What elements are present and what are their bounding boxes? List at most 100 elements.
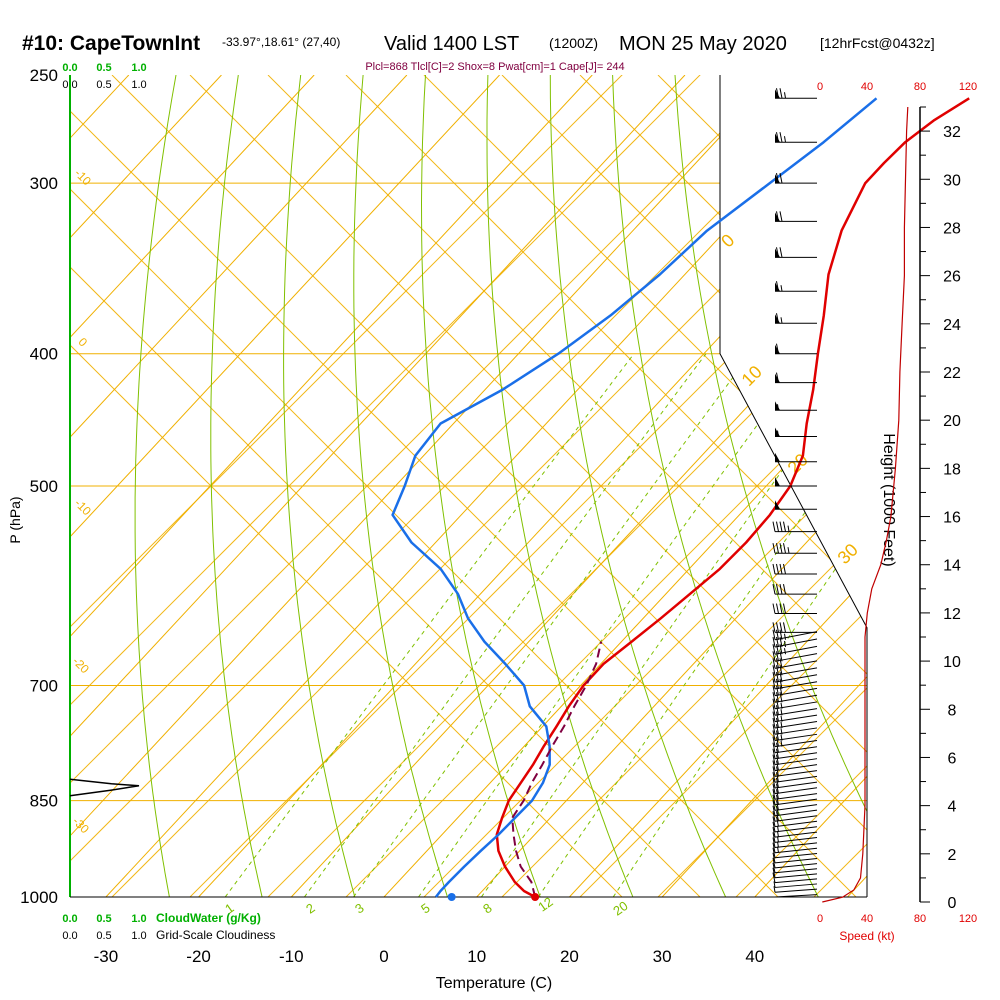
wind-barb-staff bbox=[774, 746, 818, 754]
wind-barb-staff bbox=[774, 815, 818, 822]
wind-barb-half-flag bbox=[780, 709, 783, 716]
isotherm-line bbox=[970, 75, 1000, 925]
wind-barb-flag bbox=[772, 736, 776, 747]
wind-barb-staff bbox=[774, 868, 818, 874]
isotherm-line bbox=[70, 75, 222, 897]
wind-barb-flag bbox=[776, 629, 779, 640]
wind-barb-flag bbox=[776, 584, 779, 595]
mixing-ratio-label: 20 bbox=[610, 898, 630, 919]
wind-barb-flag bbox=[779, 692, 783, 703]
isotherm-line bbox=[661, 75, 867, 897]
temperature-tick-label: 40 bbox=[745, 947, 764, 966]
wind-barb-half-flag bbox=[780, 740, 783, 747]
height-tick-label: 14 bbox=[943, 558, 961, 575]
dry-adiabat bbox=[486, 75, 634, 897]
wind-barb bbox=[775, 427, 817, 438]
wind-barb bbox=[772, 772, 818, 783]
wind-barb-flag bbox=[776, 644, 779, 655]
wind-barb-flag bbox=[776, 794, 779, 805]
wind-barb-flag bbox=[772, 760, 776, 771]
height-tick-label: 30 bbox=[943, 172, 961, 189]
wind-barb-pennant bbox=[775, 500, 780, 510]
wind-barb-flag bbox=[776, 247, 779, 258]
wind-barb-flag bbox=[776, 685, 779, 696]
wind-barb bbox=[775, 343, 817, 355]
wind-barb bbox=[775, 500, 817, 510]
wind-barb bbox=[772, 760, 818, 772]
wind-barb-flag bbox=[776, 805, 779, 816]
wind-barb-flag bbox=[776, 730, 779, 741]
wind-barb-staff bbox=[774, 873, 818, 879]
wind-barb-flag bbox=[776, 343, 779, 354]
wind-barb bbox=[772, 794, 818, 806]
cloudiness-line bbox=[69, 778, 140, 797]
wind-barb-flag bbox=[776, 88, 779, 99]
wind-barb-flag bbox=[776, 811, 779, 822]
wind-barb-flag bbox=[779, 521, 783, 532]
wind-barb-flag bbox=[772, 692, 776, 703]
cloudiness-bottom-scale: 0.0 0.5 1.0 Grid-Scale Cloudiness bbox=[62, 928, 275, 942]
isotherm-line bbox=[501, 75, 867, 897]
wind-barb-staff bbox=[774, 857, 818, 864]
wind-barb-flag bbox=[779, 247, 783, 258]
wind-barb bbox=[772, 783, 818, 795]
wind-barb-staff bbox=[774, 820, 818, 828]
cloudiness-top-scale: 0.0 0.5 1.0 bbox=[62, 79, 146, 91]
wind-barb-flag bbox=[772, 847, 776, 858]
wind-barb-half-flag bbox=[784, 92, 786, 99]
wind-barb bbox=[772, 800, 818, 811]
wind-barb-flag bbox=[776, 742, 779, 753]
wind-barb-flag bbox=[772, 867, 776, 878]
wind-barb bbox=[772, 685, 818, 697]
wind-barb-half-flag bbox=[784, 633, 786, 640]
isotherm-label: -10 bbox=[72, 166, 94, 188]
wind-barb-flag bbox=[772, 543, 776, 554]
wind-barb-half-flag bbox=[777, 430, 779, 437]
cloudiness-bottom-tick: 0.5 bbox=[96, 930, 111, 942]
speed-tick-label-bottom: 0 bbox=[817, 913, 823, 925]
wind-barb bbox=[772, 754, 818, 766]
isotherm-line bbox=[70, 75, 807, 897]
wind-barb-flag bbox=[776, 372, 779, 383]
wind-barb bbox=[772, 821, 818, 833]
wind-barb bbox=[775, 281, 817, 292]
wind-barb-flag bbox=[772, 811, 776, 822]
wind-barb-flag bbox=[772, 629, 776, 640]
wind-barb-staff bbox=[774, 863, 818, 869]
height-tick-label: 24 bbox=[943, 317, 961, 334]
mixing-ratio-label: 12 bbox=[535, 894, 555, 915]
wind-barb-flag bbox=[776, 800, 779, 811]
wind-speed-line bbox=[822, 106, 909, 903]
wind-barb-flag bbox=[776, 736, 779, 747]
isotherm-label: 0 bbox=[76, 335, 91, 350]
wind-barb-half-flag bbox=[780, 317, 783, 324]
wind-barb-flag bbox=[776, 543, 779, 554]
wind-barb-flag bbox=[776, 281, 779, 292]
isotherm-line bbox=[70, 75, 651, 897]
wind-barb-staff bbox=[774, 888, 818, 893]
dewpoint-profile-line bbox=[391, 97, 878, 898]
temperature-tick-label: 20 bbox=[560, 947, 579, 966]
isotherm-line bbox=[267, 75, 867, 897]
isotherm-line bbox=[70, 75, 593, 897]
wind-barb-half-flag bbox=[777, 825, 779, 832]
wind-barb bbox=[772, 563, 817, 575]
wind-barb bbox=[772, 872, 818, 884]
wind-barb bbox=[772, 816, 818, 828]
wind-barb bbox=[775, 88, 817, 99]
wind-barb-flag bbox=[779, 563, 783, 575]
wind-barb-flag bbox=[772, 754, 776, 765]
wind-barb bbox=[773, 881, 818, 888]
isotherm-line bbox=[70, 75, 807, 897]
dry-adiabat bbox=[353, 75, 448, 897]
mixing-ratio-label: 3 bbox=[352, 900, 367, 916]
wind-barb-staff bbox=[774, 758, 818, 766]
isotherm-line bbox=[423, 75, 867, 897]
wind-barb-flag bbox=[772, 766, 776, 777]
x-axis-title: Temperature (C) bbox=[436, 975, 552, 992]
isotherm-label: 10 bbox=[738, 362, 766, 390]
wind-barb-staff bbox=[774, 826, 818, 833]
isotherm-line bbox=[383, 75, 867, 897]
height-tick-label: 20 bbox=[943, 413, 961, 430]
